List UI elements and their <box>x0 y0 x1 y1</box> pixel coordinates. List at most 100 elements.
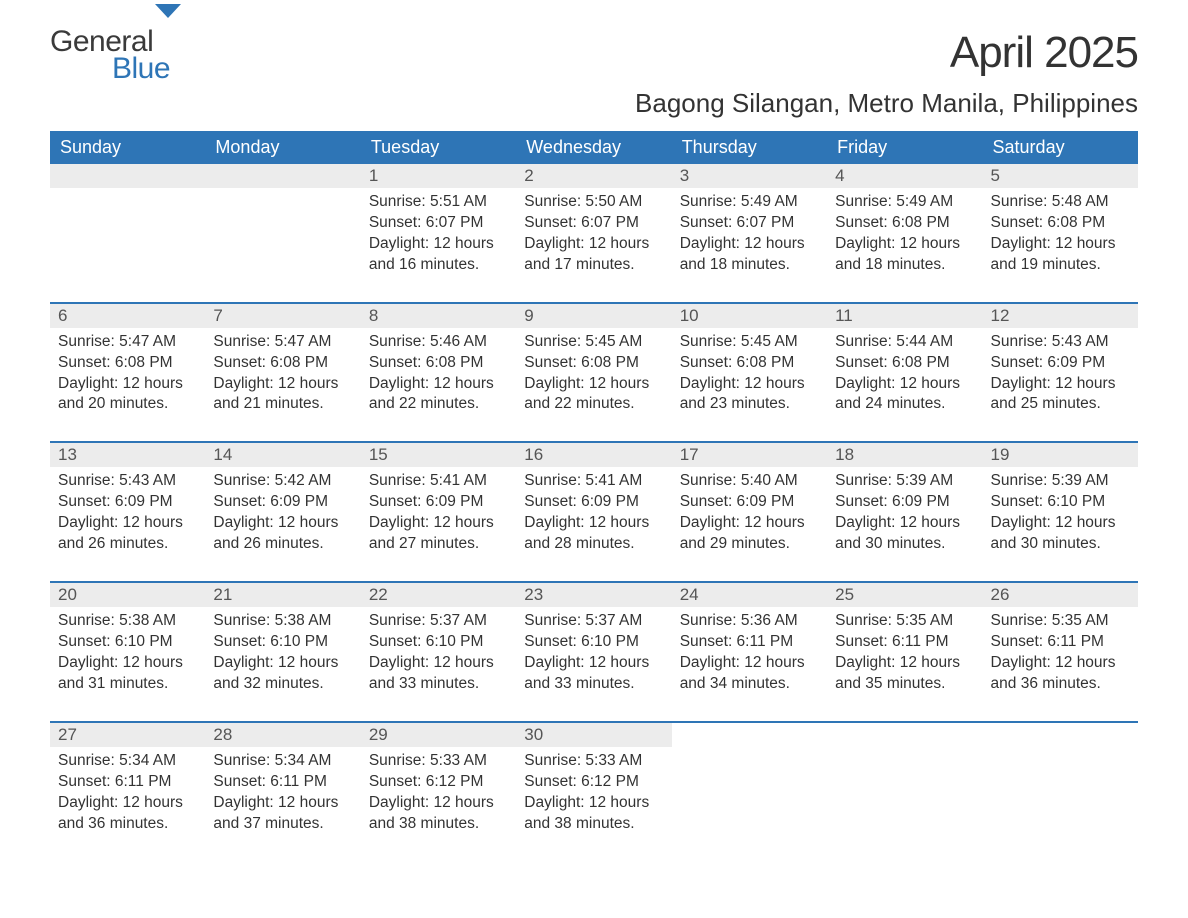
day-number-cell: 30 <box>516 722 671 747</box>
day-sunset: Sunset: 6:08 PM <box>680 353 819 374</box>
day-d2: and 28 minutes. <box>524 534 663 555</box>
day-d1: Daylight: 12 hours <box>680 234 819 255</box>
day-content-cell: Sunrise: 5:49 AMSunset: 6:08 PMDaylight:… <box>827 188 982 303</box>
day-sunrise: Sunrise: 5:46 AM <box>369 332 508 353</box>
day-sunrise: Sunrise: 5:45 AM <box>680 332 819 353</box>
day-sunrise: Sunrise: 5:45 AM <box>524 332 663 353</box>
day-d1: Daylight: 12 hours <box>835 513 974 534</box>
day-content-cell <box>205 188 360 303</box>
day-number-cell <box>672 722 827 747</box>
day-sunrise: Sunrise: 5:35 AM <box>835 611 974 632</box>
logo-text-general: General <box>50 28 153 55</box>
day-d1: Daylight: 12 hours <box>369 653 508 674</box>
day-number-cell: 25 <box>827 582 982 607</box>
day-number-cell: 16 <box>516 442 671 467</box>
day-content-cell <box>827 747 982 861</box>
day-sunrise: Sunrise: 5:48 AM <box>991 192 1130 213</box>
day-content-cell: Sunrise: 5:35 AMSunset: 6:11 PMDaylight:… <box>983 607 1138 722</box>
day-content-cell: Sunrise: 5:33 AMSunset: 6:12 PMDaylight:… <box>516 747 671 861</box>
day-number-cell: 28 <box>205 722 360 747</box>
day-sunset: Sunset: 6:10 PM <box>58 632 197 653</box>
day-d1: Daylight: 12 hours <box>524 793 663 814</box>
day-content-cell: Sunrise: 5:43 AMSunset: 6:09 PMDaylight:… <box>983 328 1138 443</box>
day-sunrise: Sunrise: 5:39 AM <box>835 471 974 492</box>
day-content-cell <box>50 188 205 303</box>
day-sunrise: Sunrise: 5:50 AM <box>524 192 663 213</box>
day-d1: Daylight: 12 hours <box>991 513 1130 534</box>
day-sunset: Sunset: 6:12 PM <box>524 772 663 793</box>
day-sunset: Sunset: 6:07 PM <box>524 213 663 234</box>
day-sunset: Sunset: 6:10 PM <box>213 632 352 653</box>
day-d1: Daylight: 12 hours <box>58 374 197 395</box>
day-number-cell: 18 <box>827 442 982 467</box>
day-number-cell: 2 <box>516 164 671 188</box>
day-content-cell: Sunrise: 5:45 AMSunset: 6:08 PMDaylight:… <box>672 328 827 443</box>
day-sunset: Sunset: 6:07 PM <box>369 213 508 234</box>
day-content-cell <box>672 747 827 861</box>
day-content-cell <box>983 747 1138 861</box>
day-d1: Daylight: 12 hours <box>991 234 1130 255</box>
day-content-cell: Sunrise: 5:37 AMSunset: 6:10 PMDaylight:… <box>516 607 671 722</box>
day-d1: Daylight: 12 hours <box>835 234 974 255</box>
day-sunset: Sunset: 6:09 PM <box>680 492 819 513</box>
day-header: Sunday <box>50 131 205 164</box>
day-sunset: Sunset: 6:08 PM <box>213 353 352 374</box>
day-content-cell: Sunrise: 5:51 AMSunset: 6:07 PMDaylight:… <box>361 188 516 303</box>
day-sunset: Sunset: 6:08 PM <box>835 213 974 234</box>
day-d1: Daylight: 12 hours <box>58 513 197 534</box>
daynum-row: 12345 <box>50 164 1138 188</box>
day-content-cell: Sunrise: 5:44 AMSunset: 6:08 PMDaylight:… <box>827 328 982 443</box>
day-d1: Daylight: 12 hours <box>680 513 819 534</box>
day-d2: and 37 minutes. <box>213 814 352 835</box>
day-d1: Daylight: 12 hours <box>680 374 819 395</box>
day-d2: and 31 minutes. <box>58 674 197 695</box>
day-number-cell: 29 <box>361 722 516 747</box>
day-d1: Daylight: 12 hours <box>369 793 508 814</box>
day-sunrise: Sunrise: 5:33 AM <box>369 751 508 772</box>
day-d2: and 32 minutes. <box>213 674 352 695</box>
day-d2: and 24 minutes. <box>835 394 974 415</box>
day-number-cell: 17 <box>672 442 827 467</box>
day-d2: and 30 minutes. <box>835 534 974 555</box>
day-d1: Daylight: 12 hours <box>680 653 819 674</box>
day-number-cell: 8 <box>361 303 516 328</box>
day-content-cell: Sunrise: 5:36 AMSunset: 6:11 PMDaylight:… <box>672 607 827 722</box>
day-sunrise: Sunrise: 5:40 AM <box>680 471 819 492</box>
day-number-cell: 15 <box>361 442 516 467</box>
day-number-cell: 3 <box>672 164 827 188</box>
day-d2: and 27 minutes. <box>369 534 508 555</box>
day-d1: Daylight: 12 hours <box>835 653 974 674</box>
day-content-cell: Sunrise: 5:35 AMSunset: 6:11 PMDaylight:… <box>827 607 982 722</box>
day-d1: Daylight: 12 hours <box>835 374 974 395</box>
day-sunset: Sunset: 6:11 PM <box>835 632 974 653</box>
day-sunset: Sunset: 6:08 PM <box>835 353 974 374</box>
day-number-cell <box>983 722 1138 747</box>
day-number-cell <box>827 722 982 747</box>
day-sunrise: Sunrise: 5:41 AM <box>369 471 508 492</box>
day-sunset: Sunset: 6:11 PM <box>213 772 352 793</box>
day-content-cell: Sunrise: 5:41 AMSunset: 6:09 PMDaylight:… <box>516 467 671 582</box>
day-sunrise: Sunrise: 5:39 AM <box>991 471 1130 492</box>
day-header: Tuesday <box>361 131 516 164</box>
day-d2: and 22 minutes. <box>524 394 663 415</box>
day-d2: and 36 minutes. <box>991 674 1130 695</box>
day-content-cell: Sunrise: 5:47 AMSunset: 6:08 PMDaylight:… <box>50 328 205 443</box>
day-number-cell: 19 <box>983 442 1138 467</box>
day-header: Monday <box>205 131 360 164</box>
daynum-row: 13141516171819 <box>50 442 1138 467</box>
day-content-cell: Sunrise: 5:40 AMSunset: 6:09 PMDaylight:… <box>672 467 827 582</box>
day-d2: and 34 minutes. <box>680 674 819 695</box>
day-d1: Daylight: 12 hours <box>524 374 663 395</box>
day-number-cell: 21 <box>205 582 360 607</box>
day-d2: and 25 minutes. <box>991 394 1130 415</box>
day-sunrise: Sunrise: 5:38 AM <box>58 611 197 632</box>
day-number-cell: 23 <box>516 582 671 607</box>
day-d2: and 38 minutes. <box>369 814 508 835</box>
day-sunset: Sunset: 6:09 PM <box>991 353 1130 374</box>
day-sunrise: Sunrise: 5:49 AM <box>680 192 819 213</box>
day-header-row: SundayMondayTuesdayWednesdayThursdayFrid… <box>50 131 1138 164</box>
day-sunrise: Sunrise: 5:43 AM <box>991 332 1130 353</box>
day-number-cell <box>205 164 360 188</box>
day-sunset: Sunset: 6:09 PM <box>58 492 197 513</box>
day-number-cell: 13 <box>50 442 205 467</box>
